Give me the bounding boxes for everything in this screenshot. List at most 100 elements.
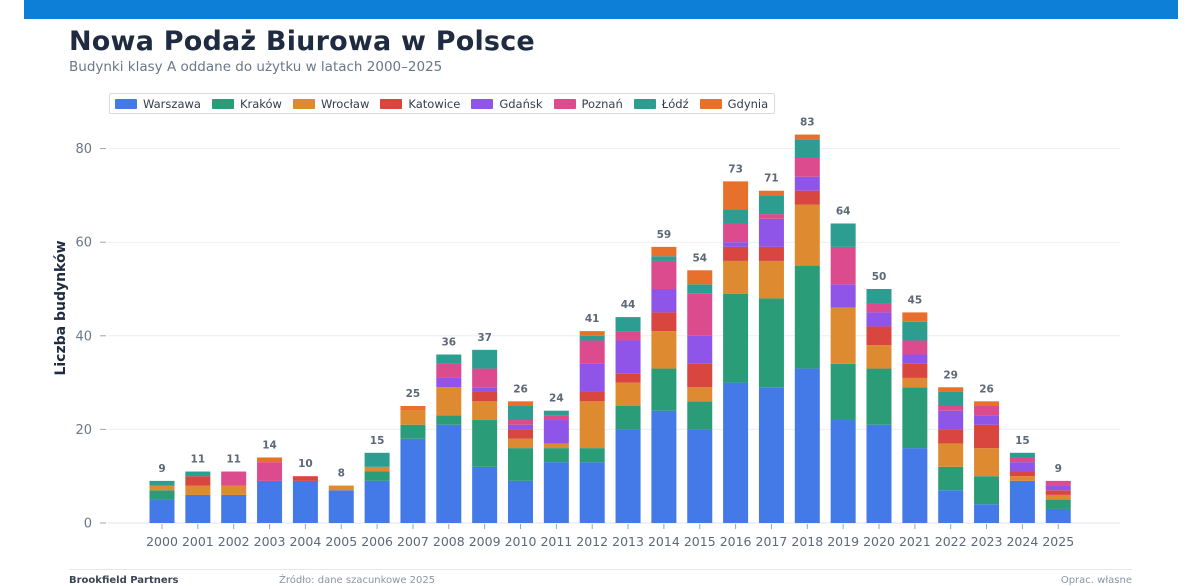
bar-segment-katowice <box>938 429 964 444</box>
bar-total-label: 25 <box>406 388 421 400</box>
bar-segment-lodz <box>830 223 856 247</box>
bar-total-label: 83 <box>800 117 815 129</box>
bar-segment-gdansk <box>508 424 533 430</box>
bar-segment-katowice <box>185 476 211 486</box>
bar-segment-wroclaw <box>579 401 605 449</box>
bar-segment-wroclaw <box>902 377 928 388</box>
bar-total-label: 14 <box>262 439 277 451</box>
bar-segment-gdynia <box>902 312 928 322</box>
legend-swatch <box>699 98 722 109</box>
legend-label: Łódź <box>661 96 689 111</box>
bar-segment-krakow <box>723 293 749 383</box>
bar-segment-warszawa <box>651 410 677 523</box>
bar-segment-krakow <box>543 448 569 463</box>
bar-segment-katowice <box>508 429 533 439</box>
bar-segment-wroclaw <box>794 204 820 266</box>
page-title: Nowa Podaż Biurowa w Polsce <box>69 26 535 57</box>
x-tick-label: 2003 <box>254 534 286 549</box>
bar-segment-wroclaw <box>615 382 641 406</box>
bar-segment-warszawa <box>185 494 211 523</box>
bar-segment-katowice <box>758 246 784 261</box>
bar-total-label: 41 <box>585 313 600 325</box>
bar-segment-poznan <box>866 303 892 313</box>
x-tick-label: 2016 <box>720 534 752 549</box>
bar-segment-gdansk <box>902 354 928 364</box>
bar-segment-krakow <box>758 298 784 388</box>
bar-segment-gdansk <box>1009 462 1035 472</box>
legend-swatch <box>380 98 403 109</box>
bar-segment-wroclaw <box>221 485 247 495</box>
bar-segment-krakow <box>149 490 175 500</box>
bar-segment-wroclaw <box>149 485 175 491</box>
legend-item-katowice: Katowice <box>380 97 460 111</box>
bar-segment-wroclaw <box>436 387 462 416</box>
x-tick-label: 2013 <box>612 534 644 549</box>
page-subtitle: Budynki klasy A oddane do użytku w latac… <box>69 59 443 75</box>
x-tick-label: 2023 <box>971 534 1003 549</box>
bar-segment-katowice <box>902 363 928 378</box>
bar-total-label: 10 <box>298 458 313 470</box>
legend-swatch <box>633 98 656 109</box>
legend-swatch <box>471 98 494 109</box>
legend-swatch <box>553 98 576 109</box>
bar-total-label: 24 <box>549 393 564 405</box>
bar-segment-wroclaw <box>364 466 390 472</box>
x-tick-label: 2000 <box>146 534 178 549</box>
bar-segment-gdansk <box>436 377 462 388</box>
bar-segment-poznan <box>1045 480 1071 486</box>
bar-segment-wroclaw <box>1045 494 1071 500</box>
legend-item-gdansk: Gdańsk <box>471 97 543 111</box>
bar-segment-warszawa <box>149 499 175 523</box>
bar-total-label: 45 <box>908 294 923 306</box>
bar-segment-poznan <box>938 406 964 411</box>
bar-segment-poznan <box>651 260 677 289</box>
bar-segment-poznan <box>902 340 928 355</box>
footer-note: Źródło: dane szacunkowe 2025 <box>279 575 436 586</box>
bar-segment-wroclaw <box>185 485 211 495</box>
x-tick-label: 2009 <box>469 534 501 549</box>
bar-segment-warszawa <box>257 480 283 523</box>
bar-segment-katowice <box>1045 490 1071 495</box>
bar-segment-lodz <box>758 195 784 215</box>
bar-segment-gdansk <box>974 415 1000 425</box>
bar-segment-krakow <box>436 415 462 425</box>
bar-segment-wroclaw <box>866 345 892 369</box>
x-tick-label: 2021 <box>899 534 931 549</box>
bar-segment-krakow <box>579 448 605 463</box>
bar-segment-poznan <box>436 363 462 378</box>
bar-segment-katowice <box>794 190 820 205</box>
legend-swatch <box>115 98 137 109</box>
bar-segment-gdansk <box>687 335 713 364</box>
x-tick-label: 2015 <box>684 534 716 549</box>
legend-item-krakow: Kraków <box>211 96 282 111</box>
legend-item-gdynia: Gdynia <box>699 97 768 111</box>
footer-source: Brookfield Partners <box>69 575 179 586</box>
bar-segment-katowice <box>579 391 605 402</box>
bar-segment-wroclaw <box>830 307 856 364</box>
bar-segment-lodz <box>902 321 928 341</box>
x-tick-label: 2011 <box>540 534 572 549</box>
x-tick-label: 2004 <box>289 534 321 549</box>
bar-segment-poznan <box>257 462 283 481</box>
bar-segment-warszawa <box>723 382 749 523</box>
bar-segment-gdansk <box>758 218 784 247</box>
bar-segment-lodz <box>723 209 749 224</box>
bar-segment-krakow <box>794 265 820 369</box>
top-accent-bar <box>24 0 1178 19</box>
bar-segment-poznan <box>1009 457 1035 463</box>
bar-segment-gdansk <box>830 284 856 308</box>
bar-segment-krakow <box>902 387 928 449</box>
bar-segment-poznan <box>508 420 533 425</box>
x-tick-label: 2025 <box>1042 534 1074 549</box>
bar-segment-krakow <box>364 471 390 481</box>
legend-label: Katowice <box>408 96 461 111</box>
bar-segment-warszawa <box>400 438 426 523</box>
bar-segment-lodz <box>149 480 175 486</box>
legend-item-wroclaw: Wrocław <box>292 97 369 111</box>
x-tick-label: 2017 <box>756 534 788 549</box>
bar-segment-krakow <box>938 466 964 491</box>
bar-segment-wroclaw <box>328 485 354 491</box>
bar-segment-warszawa <box>902 448 928 523</box>
legend-label: Kraków <box>239 96 282 111</box>
